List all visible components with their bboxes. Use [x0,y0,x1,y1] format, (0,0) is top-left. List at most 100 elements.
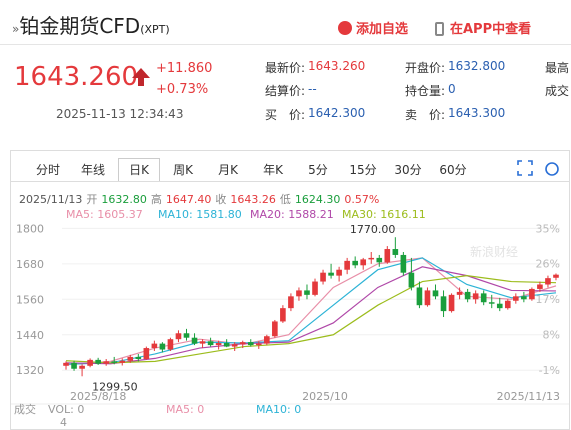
y2-tick-label: 17% [536,293,560,306]
field-value: 0 [448,82,456,96]
candle-body [296,290,302,297]
toolbar-icons [517,160,559,176]
info-high-label: 高 [151,192,162,206]
ma-line [66,266,556,365]
candle-body [255,343,262,346]
tab[interactable]: 年K [263,163,283,177]
volume-ma10: MA10: 0 [256,403,301,416]
candle-body [79,365,85,369]
tab[interactable]: 30分 [394,163,422,177]
field-label: 结算价: [265,84,306,98]
tab[interactable]: 15分 [349,163,377,177]
breadcrumb-icon: » [12,22,20,36]
candle-body [368,257,375,260]
app-text: 在APP中查看 [450,22,532,37]
ma-legend: MA5: 1605.37 [66,208,143,221]
code: (XPT) [140,23,170,36]
candle-body [336,269,342,276]
candle-body [63,362,69,366]
tab[interactable]: 分时 [35,163,60,177]
candle-body [272,321,278,337]
divider [0,44,571,45]
info-date: 2025/11/13 [19,193,82,206]
candle-body [143,348,150,359]
open-app[interactable]: 在APP中查看 [435,18,531,37]
tab[interactable]: 周K [173,163,193,177]
candle-body [513,296,519,301]
field-value: 1632.800 [448,59,506,73]
settings-icon[interactable] [545,162,559,176]
tab-line [11,181,569,182]
volume-vol: VOL: 0 [48,403,84,416]
candle-body [207,341,214,346]
candle-body [239,342,246,345]
field-label: 成交 [545,84,570,98]
tab[interactable]: 5分 [308,163,328,177]
candle-body [119,360,126,363]
volume-label: 成交 [14,402,36,416]
candle-body [135,356,142,359]
candle-body [328,272,334,276]
y-tick-label: 1320 [16,364,44,377]
ma-line [65,257,557,366]
candle-body [464,291,471,300]
candle-body [472,293,479,300]
candle-body [103,361,109,364]
change-pct: +0.73% [156,82,209,97]
candle-body [400,254,407,273]
candle-body [545,278,551,285]
candle-body [191,337,198,344]
candle-body [408,272,415,288]
candle-body [456,291,463,295]
field-value: 1643.300 [448,106,506,120]
x-tick-label: 2025/11/13 [497,390,560,403]
field-value: -- [308,82,317,96]
field-label: 最高 [545,61,570,75]
change: +11.860 [156,61,213,76]
ma-legend: MA30: 1616.11 [342,208,426,221]
candle-body [504,300,511,309]
candle-body [553,274,559,278]
add-watchlist[interactable]: 添加自选 [338,18,408,37]
fire-icon [338,21,352,35]
info-open-label: 开 [86,193,97,206]
candle-body [376,257,383,263]
tab[interactable]: 年线 [80,163,105,177]
candle-body [360,259,367,266]
y-tick-label: 1800 [16,222,44,235]
x-tick-label: 2025/8/18 [70,390,126,403]
candle-body [167,339,174,350]
info-low: 1624.30 [295,193,341,206]
info-low-label: 低 [280,193,291,206]
candle-body [183,333,190,338]
candle-body [529,288,535,300]
field-label: 最新价: [265,61,306,75]
info-close: 1643.26 [230,193,276,206]
candle-body [496,303,503,309]
candle-body [231,344,238,347]
title: 铂金期货CFD [19,14,141,38]
candle-body [127,356,134,361]
candle-body [488,302,495,304]
ma-line [65,275,556,364]
fullscreen-icon[interactable] [517,160,533,176]
candle-body [247,342,254,346]
tab[interactable]: 60分 [439,163,467,177]
candle-body [175,333,182,340]
candle-body [344,260,350,270]
field-value: 1643.260 [308,59,366,73]
y-tick-label: 1560 [16,293,44,306]
info-high: 1647.40 [166,193,212,206]
y2-tick-label: 35% [536,222,560,235]
y2-tick-label: 8% [543,329,560,342]
watermark: 新浪财经 [470,244,518,259]
candle-body [264,336,270,344]
ma-legend: MA20: 1588.21 [250,208,334,221]
tab[interactable]: 月K [218,163,238,177]
y-tick-label: 1680 [16,258,44,271]
quote-time: 2025-11-13 12:34:43 [56,107,184,121]
candle-body [352,260,358,266]
tab[interactable]: 日K [118,158,160,181]
candle-body [384,249,391,263]
